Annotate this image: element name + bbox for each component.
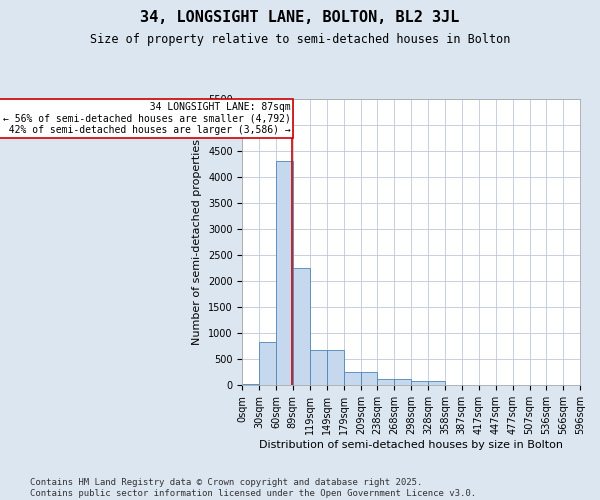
Text: Size of property relative to semi-detached houses in Bolton: Size of property relative to semi-detach… bbox=[90, 32, 510, 46]
Text: 34 LONGSIGHT LANE: 87sqm
← 56% of semi-detached houses are smaller (4,792)
  42%: 34 LONGSIGHT LANE: 87sqm ← 56% of semi-d… bbox=[0, 102, 290, 135]
Bar bbox=[394, 379, 411, 386]
Bar bbox=[428, 381, 445, 386]
Text: Contains HM Land Registry data © Crown copyright and database right 2025.
Contai: Contains HM Land Registry data © Crown c… bbox=[30, 478, 476, 498]
Bar bbox=[242, 384, 259, 386]
Bar bbox=[377, 379, 394, 386]
Text: 34, LONGSIGHT LANE, BOLTON, BL2 3JL: 34, LONGSIGHT LANE, BOLTON, BL2 3JL bbox=[140, 10, 460, 25]
Bar bbox=[277, 162, 293, 386]
Bar bbox=[361, 372, 377, 386]
Bar bbox=[411, 381, 428, 386]
Bar bbox=[327, 350, 344, 386]
Bar bbox=[259, 342, 277, 386]
X-axis label: Distribution of semi-detached houses by size in Bolton: Distribution of semi-detached houses by … bbox=[259, 440, 563, 450]
Bar bbox=[344, 372, 361, 386]
Bar bbox=[310, 350, 327, 386]
Y-axis label: Number of semi-detached properties: Number of semi-detached properties bbox=[193, 139, 202, 345]
Bar bbox=[293, 268, 310, 386]
